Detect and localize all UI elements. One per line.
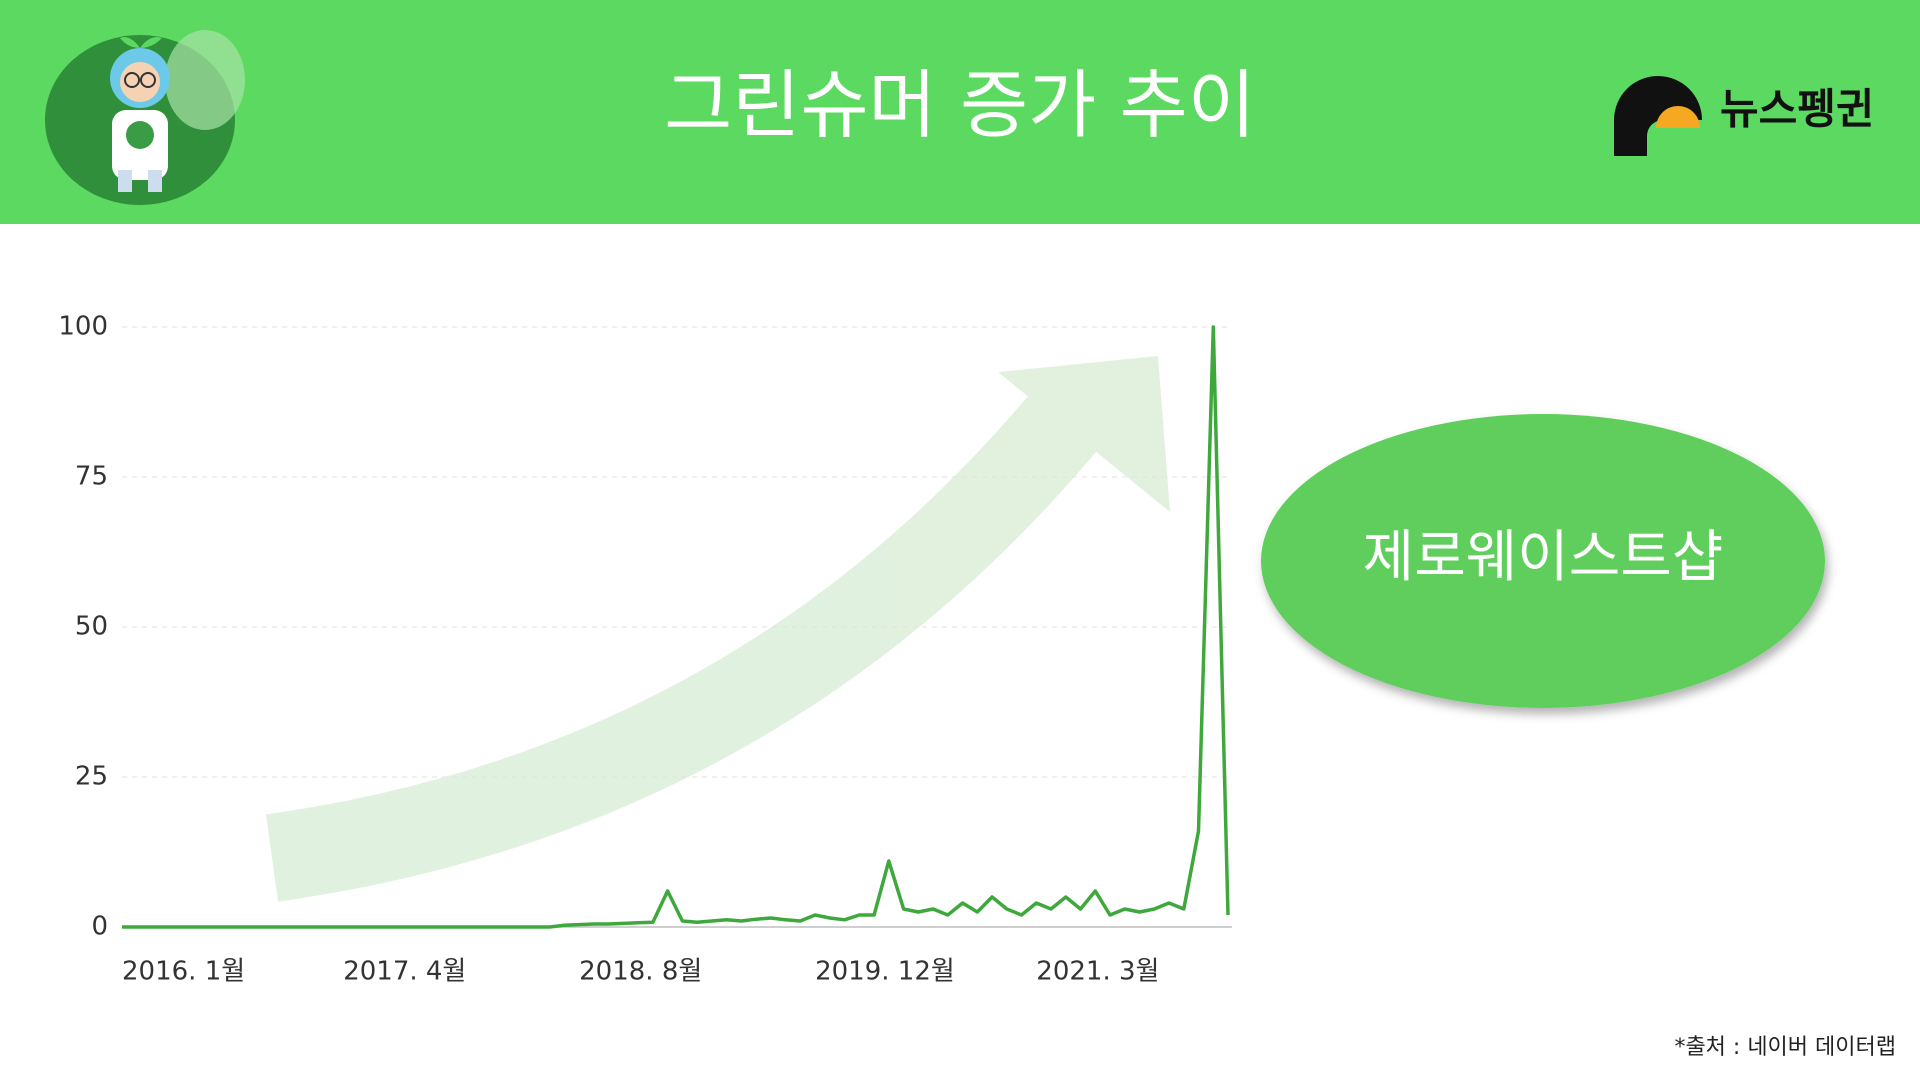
- trend-line: [122, 325, 1230, 929]
- brand-logo: [1614, 76, 1702, 156]
- chart: 0 25 50 75 100 2016. 1월 2017. 4월 2018. 8월 2019. …: [58, 312, 1232, 987]
- annotation-text: 제로웨이스트샵: [1363, 525, 1724, 590]
- x-tick-label: 2016. 1월: [122, 957, 245, 987]
- x-tick-label: 2018. 8월: [579, 957, 702, 987]
- y-tick-label: 0: [91, 912, 108, 942]
- brand-name: 뉴스펭귄: [1720, 85, 1875, 134]
- source-note: *출처 : 네이버 데이터랩: [1674, 1035, 1896, 1060]
- y-tick-label: 100: [58, 312, 108, 342]
- x-tick-label: 2017. 4월: [343, 957, 466, 987]
- header-bar: [0, 0, 1920, 224]
- header-title: 그린슈머 증가 추이: [664, 63, 1256, 149]
- trend-arrow: [265, 356, 1170, 902]
- x-tick-label: 2021. 3월: [1036, 957, 1159, 987]
- mascot-illustration: [45, 30, 245, 205]
- y-tick-label: 50: [75, 612, 108, 642]
- y-tick-label: 75: [75, 462, 108, 492]
- y-tick-label: 25: [75, 762, 108, 792]
- annotation-bubble: [1261, 414, 1825, 708]
- x-tick-label: 2019. 12월: [815, 957, 955, 987]
